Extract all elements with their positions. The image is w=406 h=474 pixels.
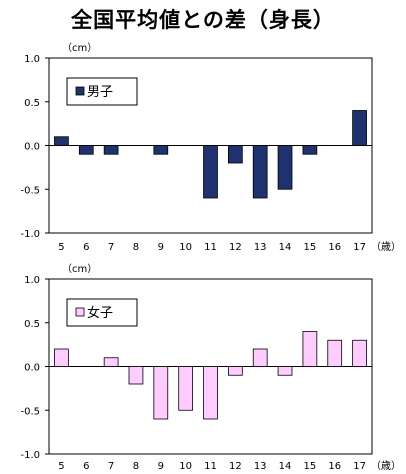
chart-female-x-tick-label: 8: [133, 461, 139, 472]
chart-female-bar: [277, 366, 293, 376]
chart-male-x-tick-label: 7: [108, 242, 114, 253]
chart-male-bar: [54, 136, 69, 146]
chart-female-x-suffix: （歳）: [371, 460, 401, 472]
chart-male-x-tick-label: 14: [279, 242, 292, 253]
chart-male-bar: [103, 145, 119, 155]
chart-female-x-tick-label: 17: [353, 461, 366, 472]
chart-female-x-tick-label: 10: [179, 461, 192, 472]
chart-male-unit-label: （cm）: [62, 42, 97, 54]
chart-female-bar: [302, 331, 318, 367]
chart-male-x-tick-label: 13: [254, 242, 267, 253]
chart-female-x-tick-label: 15: [304, 461, 317, 472]
chart-female-x-tick-label: 13: [254, 461, 267, 472]
chart-female-y-tick-label: 1.0: [24, 275, 40, 286]
chart-male-bar: [352, 110, 367, 146]
chart-female-x-tick-label: 11: [204, 461, 217, 472]
chart-male-legend-swatch: [75, 86, 85, 96]
chart-female-bar: [327, 339, 343, 367]
chart-male-bar: [252, 145, 268, 199]
chart-female-bar: [352, 339, 367, 367]
chart-male-bar: [277, 145, 293, 190]
chart-male-x-tick-label: 9: [158, 242, 164, 253]
chart-female-legend-swatch: [75, 307, 85, 317]
chart-female-bar: [203, 366, 218, 420]
chart-title: 全国平均値との差（身長）: [71, 8, 335, 32]
chart-male-legend-box: [66, 77, 138, 106]
chart-male-bar: [78, 145, 94, 155]
chart-male-x-tick-label: 8: [133, 242, 139, 253]
chart-female-y-tick-label: 0.0: [24, 363, 40, 374]
chart-female-bar: [153, 366, 169, 420]
chart-female-bar: [128, 366, 144, 385]
chart-male-bar: [153, 145, 169, 155]
chart-female-legend-label: 女子: [87, 305, 113, 321]
chart-male-y-tick-label: 1.0: [24, 54, 40, 65]
chart-male-y-tick-label: 0.0: [24, 142, 40, 153]
chart-male-legend-label: 男子: [87, 85, 113, 100]
chart-female-x-tick-label: 16: [328, 461, 341, 472]
chart-male-x-tick-label: 5: [58, 242, 64, 253]
chart-female-bar: [103, 357, 119, 367]
chart-male-bar: [203, 145, 218, 199]
chart-male-x-suffix: （歳）: [371, 241, 401, 253]
chart-female-x-tick-label: 6: [83, 461, 89, 472]
chart-female-x-tick-label: 5: [58, 461, 64, 472]
chart-male-y-tick-label: -0.5: [20, 185, 40, 196]
chart-female-x-tick-label: 9: [158, 461, 164, 472]
chart-male-bar: [227, 145, 243, 164]
chart-female-x-tick-label: 14: [279, 461, 292, 472]
chart-male-x-tick-label: 15: [304, 242, 317, 253]
chart-female-y-tick-label: -0.5: [20, 406, 40, 417]
chart-female-unit-label: （cm）: [62, 263, 97, 275]
chart-female-bar: [178, 366, 194, 411]
chart-female-y-tick-label: -1.0: [20, 450, 40, 461]
chart-female-bar: [54, 348, 69, 367]
chart-male-x-tick-label: 6: [83, 242, 89, 253]
chart-male-bar: [302, 145, 318, 155]
chart-male-y-tick-label: 0.5: [24, 98, 40, 109]
chart-male-x-tick-label: 12: [229, 242, 242, 253]
chart-female-bar: [252, 348, 268, 367]
chart-male-x-tick-label: 10: [179, 242, 192, 253]
chart-male-x-tick-label: 16: [328, 242, 341, 253]
chart-male-y-tick-label: -1.0: [20, 229, 40, 240]
chart-female-x-tick-label: 12: [229, 461, 242, 472]
chart-female-bar: [227, 366, 243, 376]
chart-male-x-tick-label: 11: [204, 242, 217, 253]
chart-male-x-tick-label: 17: [353, 242, 366, 253]
chart-female-x-tick-label: 7: [108, 461, 114, 472]
chart-female-y-tick-label: 0.5: [24, 319, 40, 330]
